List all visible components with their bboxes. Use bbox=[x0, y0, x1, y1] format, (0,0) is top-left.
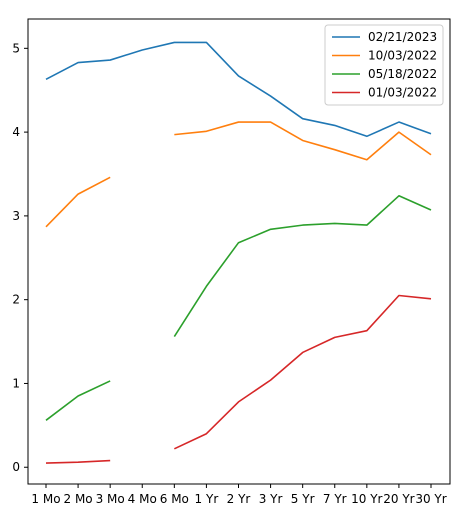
series-layer bbox=[45, 41, 432, 464]
x-tick-label: 5 Yr bbox=[291, 492, 315, 506]
series-1-line-segment-1 bbox=[45, 41, 432, 138]
y-tick-label: 5 bbox=[12, 41, 20, 55]
series-4-line-segment-1 bbox=[45, 459, 111, 464]
x-tick-label: 2 Mo bbox=[64, 492, 93, 506]
legend-label: 05/18/2022 bbox=[368, 67, 437, 81]
x-tick-label: 3 Yr bbox=[259, 492, 283, 506]
legend-label: 01/03/2022 bbox=[368, 86, 437, 100]
y-tick-label: 0 bbox=[12, 460, 20, 474]
x-tick-label: 6 Mo bbox=[160, 492, 189, 506]
series-3-line-segment-2 bbox=[173, 194, 432, 337]
y-tick-label: 4 bbox=[12, 125, 20, 139]
series-3-line-segment-1 bbox=[45, 380, 111, 421]
legend-label: 02/21/2023 bbox=[368, 30, 437, 44]
series-4 bbox=[45, 294, 432, 464]
series-4-line-segment-2 bbox=[173, 294, 432, 450]
axes-layer: 0 1 2 3 4 5 1 Mo 2 Mo 3 Mo 4 Mo 6 Mo 1 Yr 2 Yr 3 Yr 5 … bbox=[12, 18, 451, 506]
x-tick-label: 1 Yr bbox=[195, 492, 219, 506]
legend: 02/21/2023 10/03/2022 05/18/2022 01/03/2022 bbox=[324, 24, 444, 106]
x-tick-label: 30 Yr bbox=[415, 492, 446, 506]
y-tick-label: 1 bbox=[12, 376, 20, 390]
series-1 bbox=[45, 41, 432, 138]
series-3 bbox=[45, 194, 432, 421]
series-2 bbox=[45, 121, 432, 228]
x-tick-label: 1 Mo bbox=[31, 492, 60, 506]
x-tick-label: 3 Mo bbox=[96, 492, 125, 506]
series-2-line-segment-1 bbox=[45, 176, 111, 228]
series-2-line-segment-2 bbox=[174, 121, 432, 161]
y-tick-label: 3 bbox=[12, 209, 20, 223]
x-tick-label: 10 Yr bbox=[351, 492, 382, 506]
x-tick-label: 4 Mo bbox=[128, 492, 157, 506]
legend-label: 10/03/2022 bbox=[368, 49, 437, 63]
legend-box bbox=[324, 24, 444, 106]
x-tick-label: 7 Yr bbox=[323, 492, 347, 506]
x-tick-label: 20 Yr bbox=[383, 492, 414, 506]
y-tick-label: 2 bbox=[12, 293, 20, 307]
x-tick-label: 2 Yr bbox=[227, 492, 251, 506]
